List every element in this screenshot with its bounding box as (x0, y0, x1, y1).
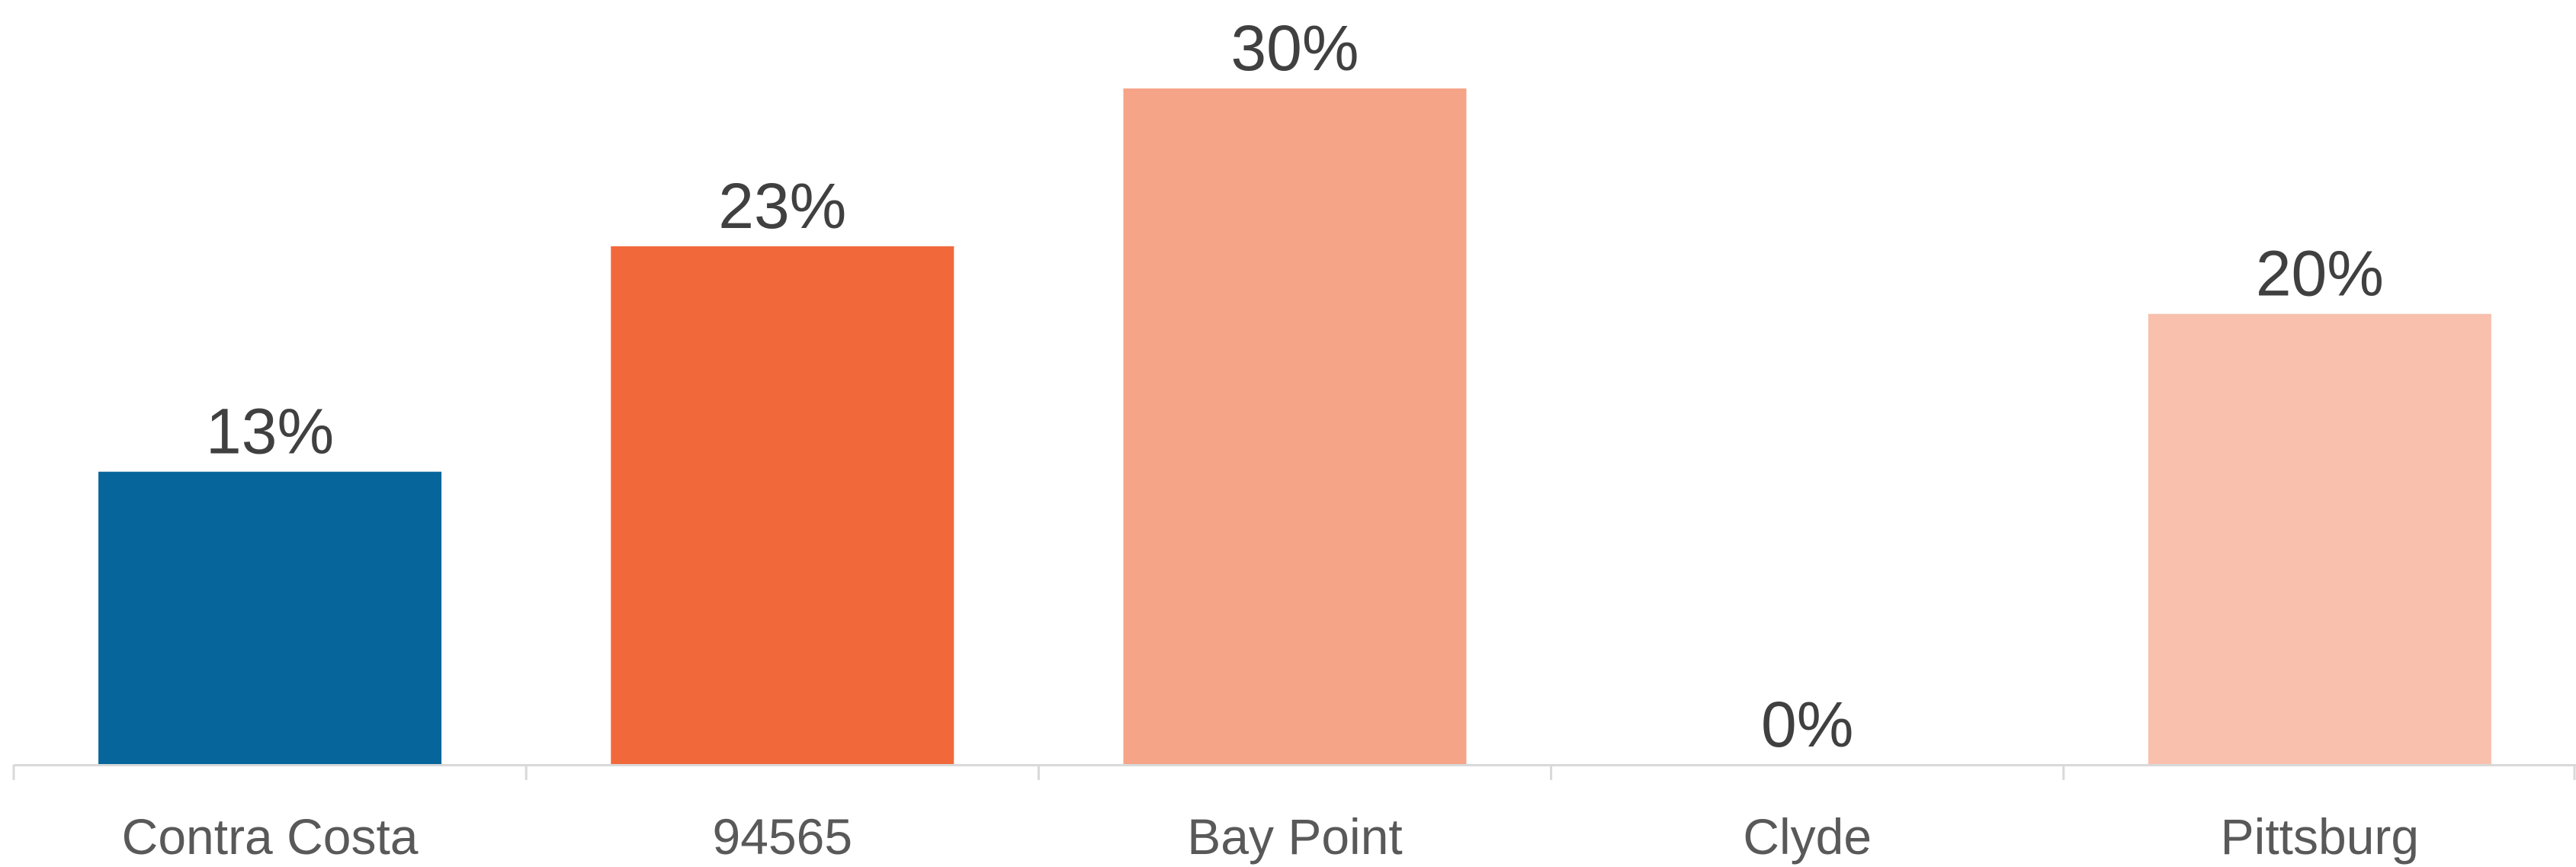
x-tick-label-clyde: Clyde (1743, 808, 1872, 865)
bar-pittsburg (2148, 313, 2491, 766)
data-label-bay-point: 30% (1230, 12, 1359, 84)
value-labels-group: 13% 23% 30% 0% 20% (206, 12, 2384, 760)
data-label-94565: 23% (718, 170, 846, 242)
x-tick-label-94565: 94565 (713, 808, 853, 865)
x-tick-label-contra-costa: Contra Costa (122, 808, 419, 865)
x-tick-label-pittsburg: Pittsburg (2221, 808, 2419, 865)
data-label-clyde: 0% (1761, 689, 1853, 760)
x-tick-label-bay-point: Bay Point (1187, 808, 1403, 865)
x-tick-labels: Contra Costa 94565 Bay Point Clyde Pittsburg (122, 808, 2419, 865)
bar-bay-point (1123, 88, 1467, 765)
x-axis (12, 764, 2576, 780)
bars-group (98, 88, 2491, 766)
data-label-pittsburg: 20% (2256, 238, 2384, 310)
bar-94565 (611, 246, 954, 765)
data-label-contra-costa: 13% (206, 396, 334, 467)
bar-contra-costa (98, 471, 442, 765)
